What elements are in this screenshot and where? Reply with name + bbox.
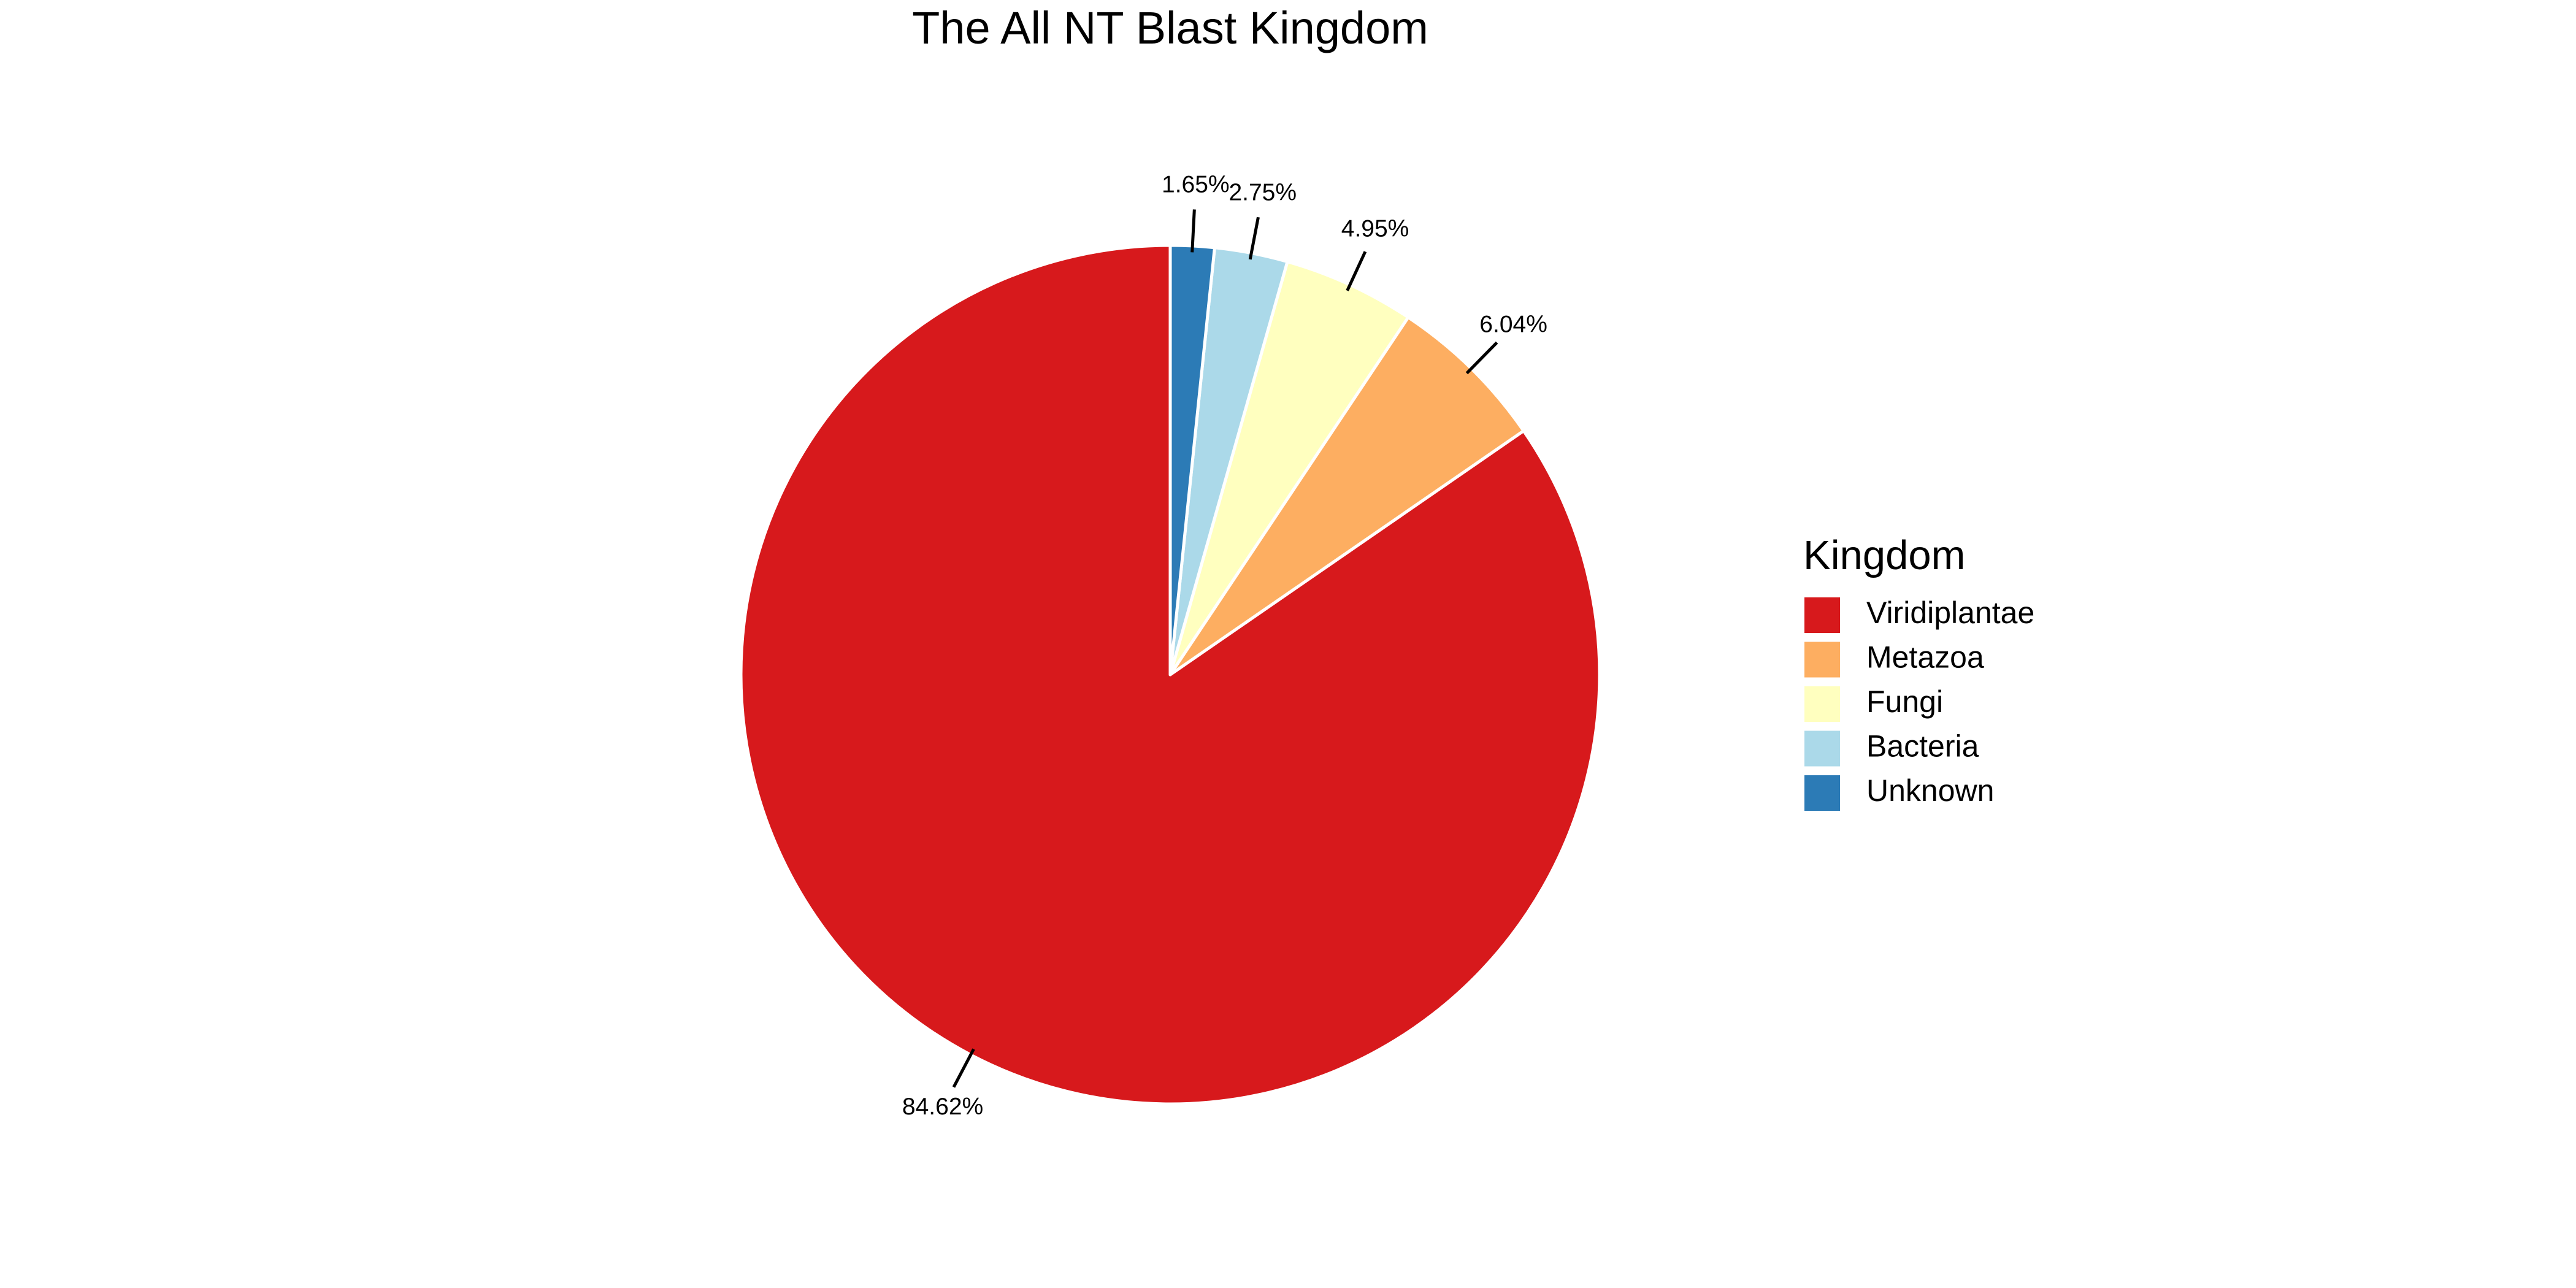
legend-label-viridiplantae: Viridiplantae	[1866, 596, 2034, 630]
label-leader-unknown	[1190, 209, 1196, 253]
chart-title: The All NT Blast Kingdom	[912, 2, 1428, 53]
label-leader-fungi	[1346, 251, 1367, 291]
slice-label-bacteria: 2.75%	[1229, 180, 1297, 206]
label-leader-metazoa	[1465, 341, 1498, 375]
legend-key-viridiplantae	[1802, 595, 1842, 635]
slice-labels: 84.62% 6.04% 4.95% 2.75%1.65%	[902, 171, 1547, 1119]
slice-label-fungi: 4.95%	[1341, 216, 1409, 242]
legend-label-metazoa: Metazoa	[1866, 640, 1984, 675]
legend-label-bacteria: Bacteria	[1866, 729, 1979, 764]
legend-key-fungi	[1802, 684, 1842, 724]
legend-key-unknown	[1802, 773, 1842, 813]
legend-title: Kingdom	[1803, 532, 1965, 578]
slice-label-metazoa: 6.04%	[1479, 311, 1547, 337]
legend-label-fungi: Fungi	[1866, 684, 1943, 719]
slice-label-unknown: 1.65%	[1162, 171, 1230, 197]
legend-label-unknown: Unknown	[1866, 773, 1994, 808]
pie-slices	[739, 243, 1601, 1106]
label-leader-bacteria	[1248, 217, 1260, 260]
slice-label-viridiplantae: 84.62%	[902, 1094, 983, 1120]
legend-key-metazoa	[1802, 639, 1842, 680]
legend: Kingdom Viridiplantae Metazoa Fungi Bacteri…	[1802, 532, 2034, 813]
legend-key-bacteria	[1802, 728, 1842, 769]
label-leader-viridiplantae	[952, 1048, 975, 1088]
